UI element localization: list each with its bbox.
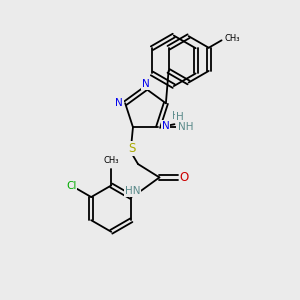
Text: S: S: [128, 142, 135, 155]
Text: N: N: [142, 79, 149, 89]
Text: CH₃: CH₃: [224, 34, 240, 43]
Text: HN: HN: [125, 186, 140, 196]
Text: O: O: [180, 171, 189, 184]
Text: H: H: [172, 111, 180, 121]
Text: N: N: [116, 98, 123, 108]
Text: CH₃: CH₃: [103, 156, 119, 165]
Text: N: N: [162, 121, 170, 131]
Text: NH: NH: [177, 122, 191, 132]
Text: NH: NH: [178, 122, 193, 132]
Text: H: H: [176, 112, 183, 122]
Text: Cl: Cl: [66, 181, 76, 191]
